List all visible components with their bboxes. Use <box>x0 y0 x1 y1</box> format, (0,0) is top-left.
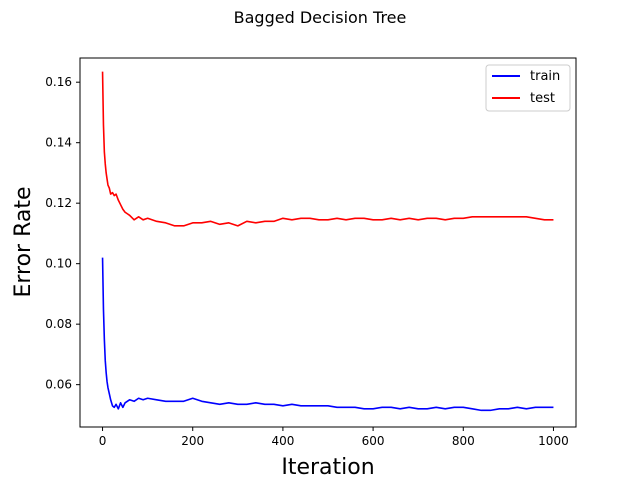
series-line-train <box>101 257 554 412</box>
x-tick-label: 200 <box>181 434 204 448</box>
y-tick-label: 0.12 <box>45 196 72 210</box>
x-tick-label: 0 <box>99 434 107 448</box>
y-tick-label: 0.08 <box>45 317 72 331</box>
legend-label-train: train <box>530 69 560 84</box>
x-tick-label: 600 <box>362 434 385 448</box>
series-line-test <box>101 71 554 227</box>
chart-title: Bagged Decision Tree <box>234 8 407 27</box>
legend-label-test: test <box>530 91 555 106</box>
x-tick-label: 1000 <box>538 434 569 448</box>
x-tick-label: 800 <box>452 434 475 448</box>
y-axis-label: Error Rate <box>11 186 36 297</box>
x-tick-label: 400 <box>271 434 294 448</box>
x-axis-label: Iteration <box>281 455 374 480</box>
y-tick-label: 0.06 <box>45 378 72 392</box>
y-tick-label: 0.10 <box>45 257 72 271</box>
axis-ticks: 0 200 400 600 800 1000 0.06 0.08 0.10 0.12 0.14 0.1… <box>45 75 568 448</box>
y-tick-label: 0.14 <box>45 136 72 150</box>
legend: train test <box>485 64 571 112</box>
plot-area <box>101 71 554 412</box>
y-tick-label: 0.16 <box>45 75 72 89</box>
axes-frame <box>79 57 577 428</box>
